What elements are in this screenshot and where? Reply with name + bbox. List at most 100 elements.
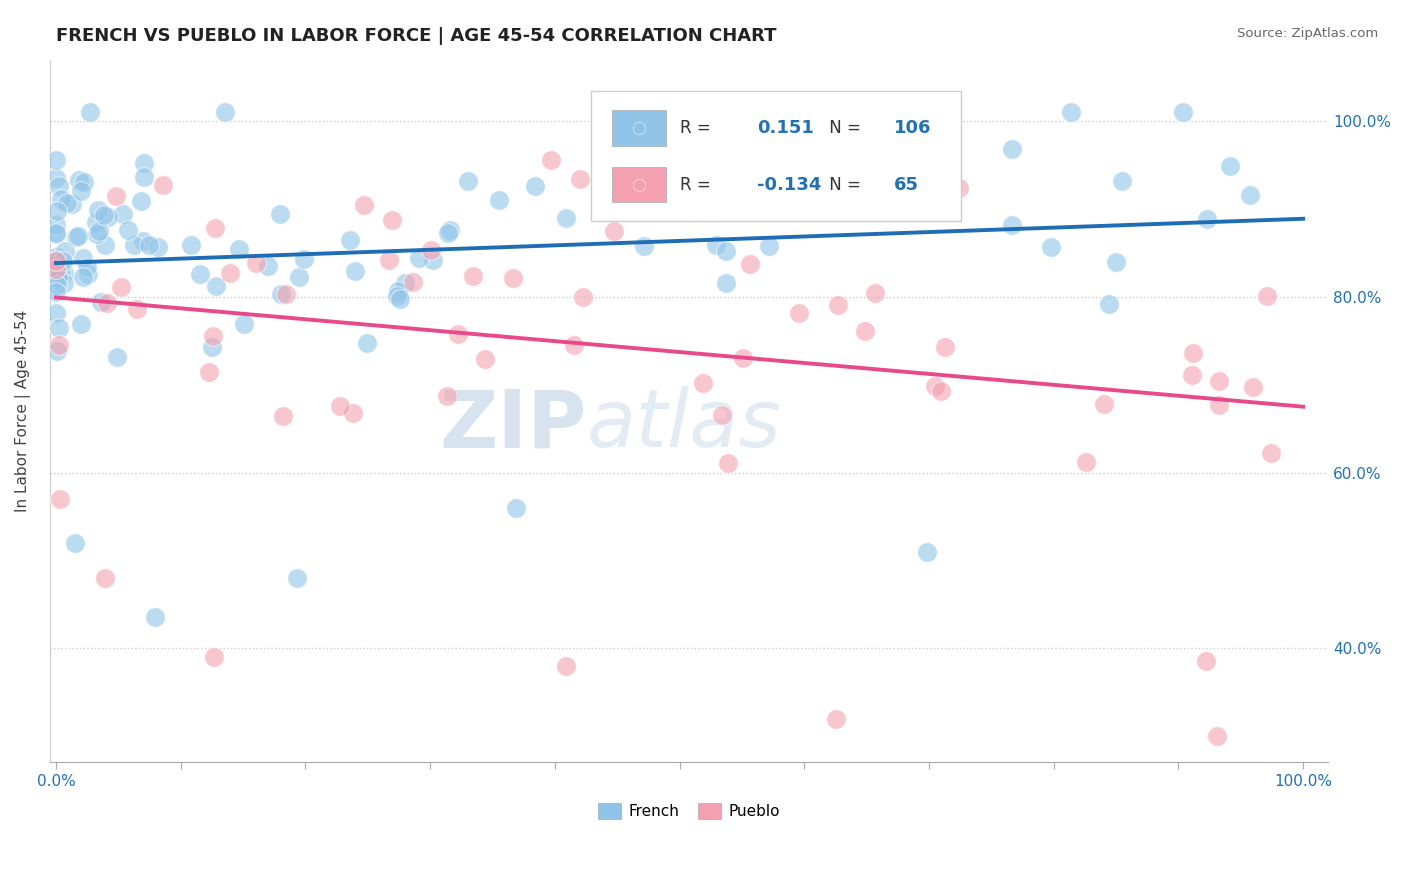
Point (60, 197, 83, 211)
Text: R =: R = (681, 119, 716, 137)
Point (402, 275, 425, 289)
Point (1241, 380, 1264, 394)
Point (1260, 446, 1282, 460)
Y-axis label: In Labor Force | Age 45-54: In Labor Force | Age 45-54 (15, 310, 31, 512)
Text: 65: 65 (893, 176, 918, 194)
Point (46, 343, 69, 358)
Point (554, 211, 576, 225)
Point (1195, 212, 1218, 227)
Point (97, 210, 120, 224)
Point (758, 239, 780, 253)
Point (603, 224, 626, 238)
Point (70, 184, 93, 198)
Point (53, 244, 76, 259)
Point (256, 260, 278, 274)
Point (569, 172, 592, 186)
Point (86, 227, 108, 241)
Point (45, 250, 67, 264)
Point (1219, 159, 1241, 173)
Point (339, 233, 361, 247)
Point (72, 175, 94, 189)
Point (929, 384, 952, 399)
Point (110, 280, 132, 294)
Point (188, 267, 211, 281)
Point (1074, 455, 1097, 469)
Point (105, 350, 128, 364)
Point (112, 207, 135, 221)
Point (385, 288, 408, 302)
Point (245, 256, 267, 270)
Point (65, 229, 87, 244)
Point (132, 155, 155, 169)
Point (86, 215, 108, 229)
Point (45, 218, 67, 232)
Point (439, 223, 461, 237)
Point (45, 306, 67, 320)
Point (292, 252, 315, 266)
Point (1182, 346, 1205, 360)
Point (948, 181, 970, 195)
Point (524, 178, 547, 193)
Point (457, 174, 479, 188)
Point (907, 166, 929, 180)
Point (87, 202, 110, 217)
Point (48, 320, 70, 334)
Point (49, 192, 72, 206)
Point (505, 500, 527, 515)
Point (45, 253, 67, 268)
Point (1256, 289, 1278, 303)
Point (1205, 729, 1227, 743)
Point (72, 269, 94, 284)
Point (661, 175, 683, 189)
Point (285, 571, 308, 585)
Point (827, 298, 849, 312)
Point (70, 317, 93, 331)
Point (738, 257, 761, 271)
Point (436, 226, 458, 240)
Point (1001, 218, 1024, 232)
Point (853, 324, 876, 338)
Point (783, 199, 806, 213)
Point (52, 266, 75, 280)
Point (127, 301, 149, 316)
Point (714, 276, 737, 290)
Point (45, 262, 67, 277)
Point (589, 127, 612, 141)
Point (45, 170, 67, 185)
Point (692, 376, 714, 390)
Point (633, 239, 655, 253)
Point (201, 340, 224, 354)
Point (233, 317, 256, 331)
Point (76, 267, 98, 281)
Point (436, 389, 458, 403)
Point (45, 278, 67, 293)
Point (1104, 255, 1126, 269)
Point (45, 226, 67, 240)
Point (620, 200, 643, 214)
Point (271, 409, 294, 423)
Point (394, 277, 416, 291)
Point (387, 284, 409, 298)
Point (1181, 368, 1204, 383)
Point (152, 178, 174, 193)
Point (824, 712, 846, 726)
Point (377, 253, 399, 268)
Point (56, 195, 79, 210)
Point (381, 213, 404, 227)
Point (665, 169, 688, 184)
Point (790, 188, 813, 202)
Text: ZIP: ZIP (440, 386, 586, 464)
Point (48, 179, 70, 194)
Text: FRENCH VS PUEBLO IN LABOR FORCE | AGE 45-54 CORRELATION CHART: FRENCH VS PUEBLO IN LABOR FORCE | AGE 45… (56, 27, 776, 45)
Point (45, 227, 67, 241)
Point (731, 351, 754, 365)
Point (422, 253, 444, 268)
Point (1208, 398, 1230, 412)
FancyBboxPatch shape (591, 91, 962, 221)
Point (934, 341, 956, 355)
Point (269, 207, 291, 221)
Point (474, 351, 496, 366)
Text: R =: R = (681, 176, 716, 194)
Point (49, 491, 72, 506)
Point (540, 153, 562, 168)
